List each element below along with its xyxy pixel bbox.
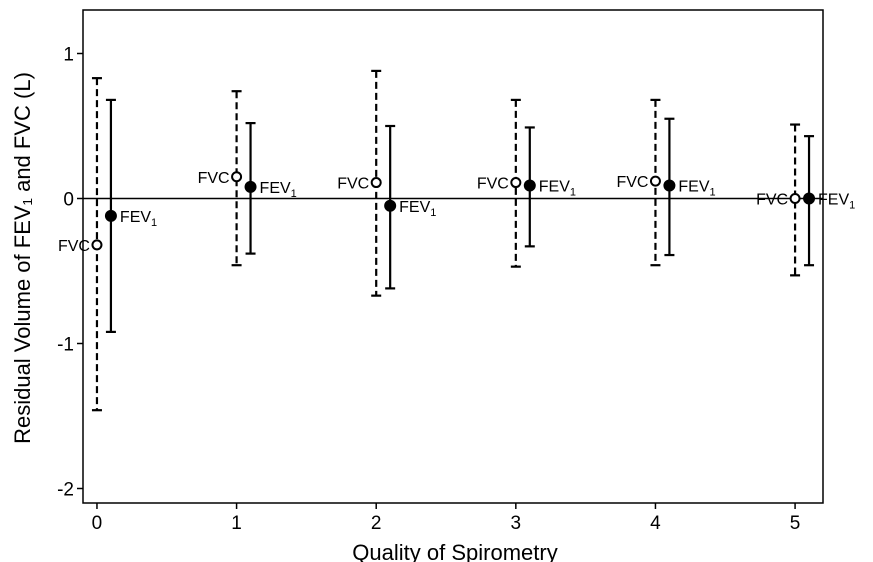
x-tick-label: 5 [790, 513, 801, 534]
fvc-point-label: FVC [477, 176, 509, 193]
fvc-point-label: FVC [58, 238, 90, 255]
fvc-point [649, 175, 661, 187]
x-tick-label: 0 [92, 513, 103, 534]
y-tick-label: -2 [57, 480, 74, 501]
fev1-point [244, 180, 257, 193]
y-tick-label: 0 [63, 190, 74, 211]
fev1-subscript: 1 [291, 188, 297, 200]
plot-frame [82, 9, 824, 504]
fev1-point [663, 179, 676, 192]
x-tick-label: 3 [511, 513, 522, 534]
fev1-subscript: 1 [849, 200, 855, 212]
x-axis: 0 1 2 3 4 5 [92, 503, 801, 534]
fvc-point [510, 177, 522, 189]
fev1-point-label: FEV1 [818, 192, 855, 212]
fev1-point-label: FEV1 [399, 199, 436, 219]
fvc-point-label: FVC [756, 192, 788, 209]
x-tick-label: 4 [650, 513, 661, 534]
fvc-point-label: FVC [616, 174, 648, 191]
fev1-point [104, 209, 117, 222]
x-axis-title: Quality of Spirometry [352, 540, 557, 562]
fvc-point [231, 171, 243, 183]
fev1-point-label: FEV1 [260, 180, 297, 200]
fev1-point-label: FEV1 [120, 209, 157, 229]
fev1-subscript: 1 [570, 186, 576, 198]
fev1-point-label: FEV1 [539, 178, 576, 198]
fev1-point [803, 192, 816, 205]
fev1-point [384, 199, 397, 212]
fev1-point [523, 179, 536, 192]
x-tick-label: 2 [371, 513, 382, 534]
fev1-subscript: 1 [710, 186, 716, 198]
y-axis-title: Residual Volume of FEV₁ and FVC (L) [10, 72, 35, 444]
data-marks: FVC FVC FVC FVC FVC FVC FEV1 FEV1 FEV1 FEV1 FEV1 FE… [58, 69, 855, 412]
fev1-subscript: 1 [430, 207, 436, 219]
fev1-subscript: 1 [151, 217, 157, 229]
fvc-point [91, 239, 103, 251]
fvc-point-label: FVC [198, 170, 230, 187]
fvc-point [370, 177, 382, 189]
y-axis: 1 0 -1 -2 [57, 45, 83, 501]
fev1-point-label: FEV1 [678, 178, 715, 198]
fvc-point [789, 193, 801, 204]
x-tick-label: 1 [231, 513, 242, 534]
fvc-point-label: FVC [337, 176, 369, 193]
y-tick-label: 1 [63, 45, 74, 66]
y-tick-label: -1 [57, 335, 74, 356]
